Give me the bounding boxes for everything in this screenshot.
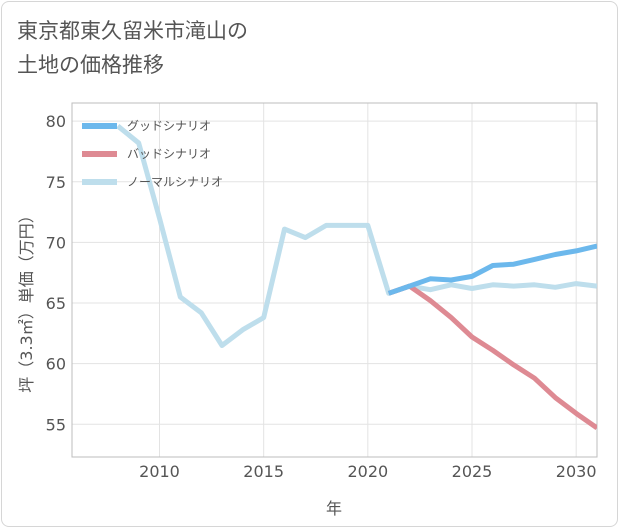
grid-lines xyxy=(72,103,597,457)
legend-label-1: バッドシナリオ xyxy=(127,147,211,161)
plot-area-frame xyxy=(71,102,598,458)
series-lines xyxy=(116,124,597,430)
y-tick-label: 55 xyxy=(46,415,66,434)
y-tick-label: 80 xyxy=(46,112,66,131)
series-line-0 xyxy=(387,243,597,296)
y-tick-label: 70 xyxy=(46,233,66,252)
title-line-2: 土地の価格推移 xyxy=(17,53,164,77)
legend-label-0: グッドシナリオ xyxy=(127,119,211,133)
y-axis-label: 坪（3.3㎡）単価（万円） xyxy=(17,207,36,392)
y-tick-label: 60 xyxy=(46,355,66,374)
x-tick-label: 2030 xyxy=(556,462,597,481)
x-tick-label: 2015 xyxy=(243,462,284,481)
chart-title: 東京都東久留米市滝山の 土地の価格推移 xyxy=(17,14,248,82)
y-tick-label: 75 xyxy=(46,173,66,192)
series-line-1 xyxy=(387,283,597,430)
y-tick-label: 65 xyxy=(46,294,66,313)
title-line-1: 東京都東久留米市滝山の xyxy=(17,19,248,43)
x-tick-label: 2025 xyxy=(452,462,493,481)
tick-labels: 2010 2015 2020 2025 2030 55 60 65 70 75 80 xyxy=(46,112,597,481)
series-line-2 xyxy=(116,124,597,348)
x-tick-label: 2020 xyxy=(347,462,388,481)
legend-label-2: ノーマルシナリオ xyxy=(127,175,223,189)
x-axis-label: 年 xyxy=(326,499,342,518)
x-tick-label: 2010 xyxy=(139,462,180,481)
